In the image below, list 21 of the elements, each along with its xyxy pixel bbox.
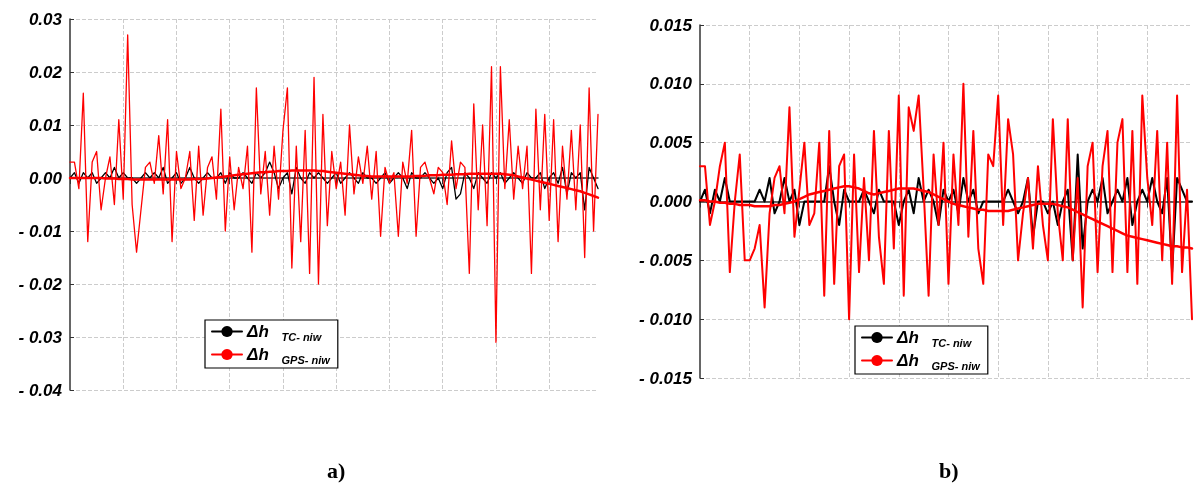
y-tick-label: 0.02	[28, 62, 63, 82]
y-tick-label: - 0.04	[18, 380, 63, 400]
text: a)	[327, 457, 346, 483]
y-tick-label: 0.01	[28, 115, 62, 135]
y-tick-label: - 0.01	[18, 221, 62, 241]
legend-label: Δh TC- niw	[896, 328, 973, 349]
y-tick-label: 0.03	[28, 9, 63, 29]
y-tick-label: - 0.03	[18, 327, 63, 347]
y-tick-label: 0.005	[649, 133, 693, 153]
text: b)	[939, 457, 959, 483]
y-tick-label: - 0.010	[639, 309, 693, 329]
y-tick-label: 0.015	[649, 15, 693, 35]
legend-label: Δh GPS- niw	[896, 351, 982, 372]
y-tick-label: - 0.02	[18, 274, 63, 294]
legend-label: Δh GPS- niw	[246, 345, 332, 366]
y-tick-label: 0.010	[649, 74, 693, 94]
legend-label: Δh TC- niw	[246, 322, 323, 343]
y-tick-label: - 0.015	[639, 368, 693, 388]
y-tick-label: - 0.005	[639, 250, 693, 270]
y-tick-label: 0.00	[28, 168, 63, 188]
y-tick-label: 0.000	[649, 192, 693, 211]
